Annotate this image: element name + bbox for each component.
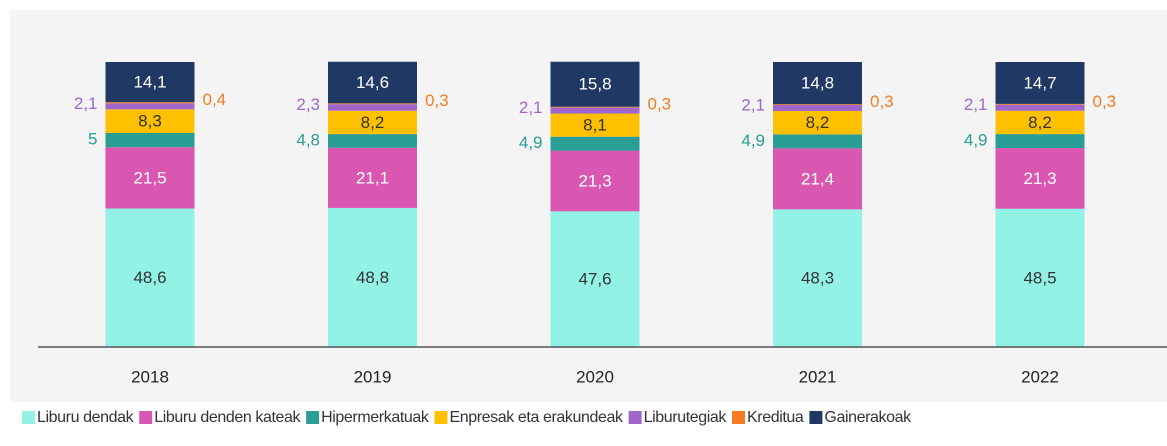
bar-segment	[105, 132, 195, 148]
bar-segment	[995, 110, 1085, 135]
bar-segment	[105, 147, 195, 209]
data-label: 0,4	[203, 90, 227, 109]
x-tick-label: 2019	[354, 367, 392, 386]
data-label: 8,2	[806, 113, 830, 132]
data-label: 48,8	[356, 268, 389, 287]
data-label: 14,7	[1023, 73, 1056, 92]
data-label: 2,3	[296, 95, 320, 114]
legend-swatch	[628, 411, 642, 424]
bar-segment	[328, 147, 417, 208]
bar-segment	[328, 103, 417, 105]
legend-swatch	[809, 411, 823, 424]
legend-label: Hipermerkatuak	[321, 409, 430, 426]
bar-segment	[773, 104, 862, 106]
data-label: 4,8	[296, 130, 320, 149]
bar-segment	[773, 209, 862, 347]
legend-swatch	[434, 411, 448, 424]
data-label: 48,3	[801, 269, 834, 288]
legend-swatch	[22, 411, 35, 424]
legend-swatch	[306, 411, 320, 424]
x-tick-label: 2020	[576, 367, 614, 386]
bar-segment	[550, 211, 640, 347]
bar-segment	[328, 104, 417, 111]
legend-label: Liburutegiak	[644, 409, 728, 426]
data-label: 21,3	[1023, 169, 1056, 188]
legend-label: Gainerakoak	[824, 409, 912, 426]
data-label: 21,1	[356, 168, 389, 187]
data-label: 8,2	[1028, 113, 1052, 132]
bar-segment	[550, 150, 640, 212]
bar-segment	[550, 136, 640, 151]
bar-segment	[328, 110, 417, 135]
data-label: 8,3	[138, 112, 162, 131]
bar-segment	[328, 207, 417, 347]
data-label: 5	[88, 130, 97, 149]
bar-segment	[105, 103, 195, 110]
bar-segment	[995, 134, 1085, 149]
data-label: 0,3	[425, 91, 449, 110]
bar-segment	[105, 62, 195, 103]
bar-segment	[995, 104, 1085, 111]
legend-label: Liburu dendak	[37, 409, 135, 426]
data-label: 4,9	[519, 133, 543, 152]
bar-segment	[773, 105, 862, 112]
legend-label: Kreditua	[747, 409, 804, 426]
bar-segment	[995, 62, 1085, 104]
bar-segment	[550, 61, 640, 107]
data-label: 0,3	[1093, 92, 1117, 111]
bar-segment	[995, 103, 1085, 105]
x-tick-label: 2018	[131, 367, 169, 386]
bar-segment	[328, 134, 417, 148]
data-label: 4,9	[964, 131, 988, 150]
data-label: 14,6	[356, 73, 389, 92]
data-label: 21,5	[133, 168, 166, 187]
data-label: 0,3	[648, 95, 672, 114]
bar-segment	[773, 148, 862, 210]
data-label: 21,4	[801, 169, 834, 188]
legend-label: Liburu denden kateak	[154, 409, 301, 426]
data-label: 14,8	[801, 74, 834, 93]
bar-segment	[550, 106, 640, 108]
data-label: 2,1	[74, 94, 98, 113]
data-label: 21,3	[578, 171, 611, 190]
data-label: 2,1	[741, 96, 765, 115]
data-label: 8,1	[583, 116, 607, 135]
legend-swatch	[139, 411, 153, 424]
bar-segment	[995, 148, 1085, 209]
data-label: 47,6	[578, 270, 611, 289]
x-tick-label: 2021	[799, 367, 837, 386]
data-label: 48,5	[1023, 268, 1056, 287]
data-label: 8,2	[361, 113, 385, 132]
bar-segment	[773, 134, 862, 149]
legend-label: Enpresak eta erakundeak	[449, 409, 624, 426]
data-label: 14,1	[133, 73, 166, 92]
bar-segment	[105, 102, 195, 104]
data-label: 0,3	[870, 92, 894, 111]
data-label: 2,1	[519, 98, 543, 117]
data-label: 15,8	[578, 75, 611, 94]
bar-segment	[550, 113, 640, 137]
bar-segment	[328, 61, 417, 104]
bar-segment	[105, 109, 195, 133]
bar-segment	[105, 208, 195, 347]
x-tick-label: 2022	[1021, 367, 1059, 386]
bar-segment	[773, 62, 862, 105]
bar-segment	[995, 208, 1085, 347]
data-label: 2,1	[964, 95, 988, 114]
data-label: 48,6	[133, 268, 166, 287]
bar-segment	[773, 111, 862, 135]
bar-segment	[550, 107, 640, 114]
legend-swatch	[732, 411, 745, 424]
data-label: 4,9	[741, 131, 765, 150]
